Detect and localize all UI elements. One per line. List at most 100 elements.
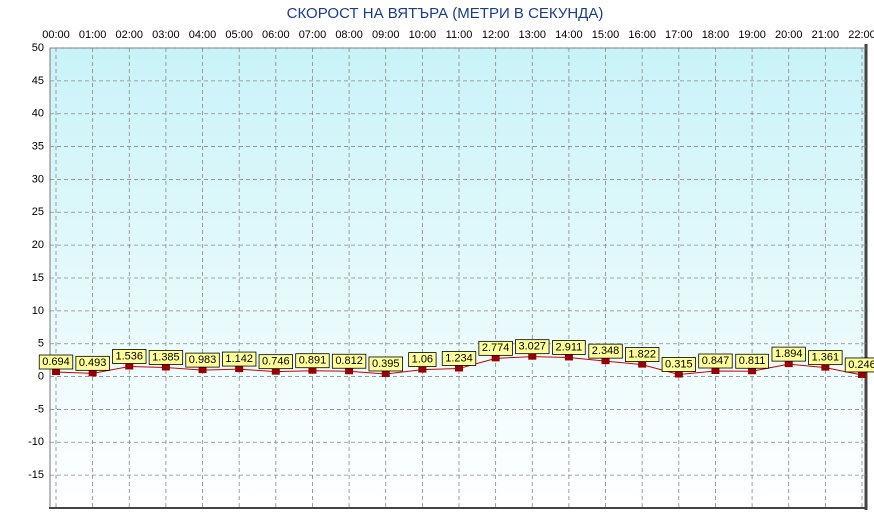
data-label-box	[148, 350, 184, 365]
marker	[198, 367, 207, 374]
data-label-text: 1.06	[412, 354, 433, 366]
x-tick-label: 19:00	[738, 29, 766, 41]
data-label: 0.983	[185, 352, 220, 368]
x-tick-label: 03:00	[152, 29, 180, 41]
x-tick-label: 16:00	[628, 29, 656, 41]
y-tick-label: 50	[32, 42, 44, 54]
x-tick-label: 00:00	[42, 29, 70, 41]
y-tick-label: 0	[38, 370, 44, 382]
data-label-box	[808, 350, 843, 366]
marker	[638, 361, 647, 368]
data-label-box	[368, 356, 403, 372]
y-tick-label: 10	[32, 305, 44, 317]
data-label-text: 0.694	[42, 356, 70, 368]
x-tick-label: 01:00	[79, 29, 107, 41]
data-label-text: 1.894	[775, 348, 803, 360]
x-tick-label: 13:00	[519, 29, 547, 41]
x-tick-label: 04:00	[189, 29, 217, 41]
data-label-text: 2.774	[482, 342, 510, 354]
data-label: 2.911	[552, 340, 586, 355]
data-label-box	[222, 351, 257, 367]
data-label-text: 0.847	[702, 355, 730, 367]
marker	[161, 364, 170, 371]
y-tick-label: 5	[38, 338, 44, 350]
x-tick-label: 07:00	[299, 29, 327, 41]
x-tick-label: 05:00	[225, 29, 253, 41]
data-label-text: 0.746	[262, 356, 290, 368]
data-label-box	[38, 354, 74, 370]
data-label: 2.348	[588, 343, 623, 359]
marker	[235, 366, 244, 373]
x-tick-label: 21:00	[812, 29, 840, 41]
data-label-box	[552, 340, 586, 355]
marker	[528, 353, 537, 360]
data-label-text: 0.983	[189, 354, 217, 366]
data-label-text: 0.395	[372, 358, 400, 370]
data-label-text: 0.315	[665, 358, 693, 370]
data-label: 1.361	[808, 350, 843, 366]
data-label-box	[515, 339, 550, 355]
data-label-text: 0.811	[739, 355, 766, 367]
data-label-text: 2.911	[556, 341, 583, 353]
x-tick-label: 14:00	[555, 29, 583, 41]
x-tick-label: 09:00	[372, 29, 400, 41]
marker	[858, 371, 866, 378]
data-label-box	[771, 346, 806, 362]
data-label-box	[698, 353, 733, 369]
marker	[491, 355, 500, 362]
x-tick-label: 02:00	[116, 29, 144, 41]
x-tick-label: 06:00	[262, 29, 290, 41]
y-tick-label: -5	[34, 403, 44, 415]
marker	[711, 368, 720, 375]
x-tick-label: 11:00	[446, 29, 473, 41]
y-tick-label: -10	[28, 436, 44, 448]
marker	[748, 368, 757, 375]
data-label-box	[331, 353, 367, 369]
marker	[418, 366, 427, 373]
data-label: 0.847	[698, 353, 733, 369]
chart-title: СКОРОСТ НА ВЯТЪРА (МЕТРИ В СЕКУНДА)	[287, 5, 604, 22]
data-label-box	[661, 357, 696, 372]
data-label-box	[408, 352, 437, 368]
data-label-text: 0.493	[79, 357, 107, 369]
x-tick-label: 08:00	[335, 29, 363, 41]
data-label-text: 1.361	[812, 352, 840, 364]
data-label-text: 1.142	[225, 353, 253, 365]
data-label: 0.811	[735, 353, 769, 369]
data-label: 1.822	[625, 347, 660, 362]
data-label: 0.812	[331, 353, 367, 369]
data-label-box	[625, 347, 660, 362]
data-label-box	[295, 353, 330, 369]
data-label-box	[75, 355, 110, 371]
data-label-text: 3.027	[519, 341, 547, 353]
data-label: 1.385	[148, 350, 184, 365]
data-label-text: 1.385	[152, 351, 180, 363]
data-label-text: 0.246	[848, 359, 874, 371]
data-label: 0.493	[75, 355, 110, 371]
y-tick-label: 15	[32, 272, 44, 284]
data-label-text: 1.234	[445, 352, 473, 364]
data-label: 0.746	[258, 354, 293, 370]
y-tick-label: 20	[32, 239, 44, 251]
data-label: 1.234	[441, 351, 477, 366]
data-label: 2.774	[478, 340, 513, 356]
data-label-box	[588, 343, 623, 359]
data-label-text: 0.812	[335, 355, 363, 367]
data-label: 1.536	[112, 349, 147, 364]
y-tick-label: 30	[32, 173, 44, 185]
x-tick-label: 15:00	[592, 29, 620, 41]
marker	[381, 370, 390, 377]
data-label: 1.894	[771, 346, 806, 362]
marker	[455, 365, 463, 372]
data-label-box	[185, 352, 220, 368]
data-label: 0.246	[844, 357, 874, 373]
marker	[564, 354, 573, 361]
data-label: 1.142	[222, 351, 257, 367]
data-label: 1.06	[408, 352, 437, 368]
data-label-box	[844, 357, 874, 373]
data-label-text: 1.822	[628, 349, 656, 361]
marker	[308, 367, 317, 374]
marker	[345, 368, 354, 375]
x-tick-label: 22:00	[848, 29, 874, 41]
